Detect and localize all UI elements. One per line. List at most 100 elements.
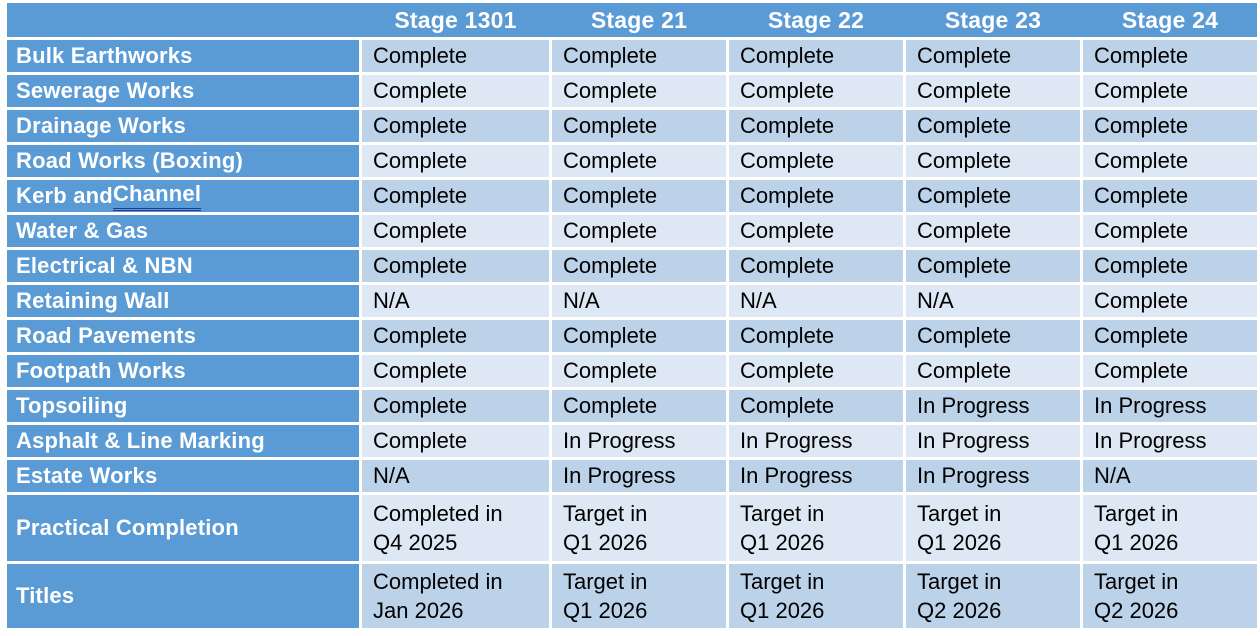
row-label-text: Kerb and xyxy=(16,183,113,208)
status-cell: Complete xyxy=(1083,40,1257,72)
status-cell: Complete xyxy=(552,180,726,212)
status-cell: N/A xyxy=(1083,460,1257,492)
row-label: Drainage Works xyxy=(7,110,359,142)
header-row-background xyxy=(7,3,1257,37)
status-cell: N/A xyxy=(906,285,1080,317)
row-label: Estate Works xyxy=(7,460,359,492)
status-cell: N/A xyxy=(552,285,726,317)
status-cell: Complete xyxy=(906,40,1080,72)
status-cell: Completed in Jan 2026 xyxy=(362,564,549,628)
status-cell: Complete xyxy=(729,110,903,142)
status-cell: Target in Q2 2026 xyxy=(1083,564,1257,628)
row-label: Titles xyxy=(7,564,359,628)
status-cell: N/A xyxy=(729,285,903,317)
row-label: Electrical & NBN xyxy=(7,250,359,282)
status-cell: Complete xyxy=(552,215,726,247)
status-cell: In Progress xyxy=(1083,390,1257,422)
status-cell: Target in Q1 2026 xyxy=(1083,495,1257,561)
status-cell: Complete xyxy=(362,355,549,387)
status-cell: Complete xyxy=(1083,285,1257,317)
row-label: Road Works (Boxing) xyxy=(7,145,359,177)
status-cell: Complete xyxy=(729,250,903,282)
row-label: Footpath Works xyxy=(7,355,359,387)
status-cell: Completed in Q4 2025 xyxy=(362,495,549,561)
row-label: Sewerage Works xyxy=(7,75,359,107)
status-cell: Complete xyxy=(552,145,726,177)
row-label: Road Pavements xyxy=(7,320,359,352)
status-cell: Complete xyxy=(362,75,549,107)
status-cell: Target in Q1 2026 xyxy=(552,495,726,561)
status-cell: Complete xyxy=(362,145,549,177)
row-label: Kerb and Channel xyxy=(7,180,359,212)
status-cell: Complete xyxy=(729,180,903,212)
status-cell: In Progress xyxy=(906,425,1080,457)
status-cell: Complete xyxy=(552,320,726,352)
status-cell: In Progress xyxy=(729,460,903,492)
status-cell: Complete xyxy=(906,145,1080,177)
status-cell: Complete xyxy=(729,40,903,72)
status-cell: Complete xyxy=(1083,250,1257,282)
status-cell: Complete xyxy=(729,215,903,247)
status-cell: Complete xyxy=(1083,110,1257,142)
status-cell: Complete xyxy=(552,40,726,72)
status-cell: Target in Q1 2026 xyxy=(906,495,1080,561)
status-cell: In Progress xyxy=(906,460,1080,492)
row-label: Practical Completion xyxy=(7,495,359,561)
row-label: Retaining Wall xyxy=(7,285,359,317)
status-cell: Complete xyxy=(906,215,1080,247)
status-cell: Complete xyxy=(552,75,726,107)
status-cell: Target in Q2 2026 xyxy=(906,564,1080,628)
status-cell: In Progress xyxy=(906,390,1080,422)
status-cell: Complete xyxy=(1083,75,1257,107)
status-cell: N/A xyxy=(362,285,549,317)
status-cell: Complete xyxy=(1083,320,1257,352)
status-cell: Complete xyxy=(729,355,903,387)
status-cell: Complete xyxy=(552,390,726,422)
status-cell: Complete xyxy=(552,250,726,282)
status-cell: Complete xyxy=(1083,215,1257,247)
stage-status-table: Stage 1301 Stage 21 Stage 22 Stage 23 Stage … xyxy=(7,3,1257,628)
row-label: Asphalt & Line Marking xyxy=(7,425,359,457)
status-cell: In Progress xyxy=(729,425,903,457)
status-cell: Target in Q1 2026 xyxy=(729,495,903,561)
status-cell: Complete xyxy=(362,250,549,282)
status-cell: Complete xyxy=(362,110,549,142)
header-cell-stage: Stage 1301 xyxy=(394,6,517,33)
row-label: Water & Gas xyxy=(7,215,359,247)
status-cell: Complete xyxy=(1083,145,1257,177)
status-cell: Target in Q1 2026 xyxy=(729,564,903,628)
status-cell: Complete xyxy=(906,180,1080,212)
status-cell: Complete xyxy=(362,425,549,457)
status-cell: Complete xyxy=(362,215,549,247)
status-cell: Complete xyxy=(906,110,1080,142)
status-cell: Complete xyxy=(729,320,903,352)
status-cell: Complete xyxy=(729,390,903,422)
status-cell: Complete xyxy=(729,75,903,107)
status-cell: Complete xyxy=(362,180,549,212)
status-cell: Complete xyxy=(362,390,549,422)
status-cell: Complete xyxy=(552,110,726,142)
status-cell: In Progress xyxy=(552,460,726,492)
status-cell: In Progress xyxy=(1083,425,1257,457)
status-cell: Complete xyxy=(552,355,726,387)
status-cell: Target in Q1 2026 xyxy=(552,564,726,628)
status-cell: Complete xyxy=(906,250,1080,282)
status-cell: Complete xyxy=(1083,180,1257,212)
status-cell: Complete xyxy=(362,40,549,72)
status-cell: Complete xyxy=(362,320,549,352)
header-cell-stage: Stage 22 xyxy=(767,6,865,33)
status-cell: Complete xyxy=(906,320,1080,352)
header-cell-stage: Stage 23 xyxy=(944,6,1042,33)
status-cell: Complete xyxy=(906,75,1080,107)
header-cell-stage: Stage 21 xyxy=(590,6,688,33)
row-label: Topsoiling xyxy=(7,390,359,422)
header-cell-empty xyxy=(7,3,359,37)
row-label-underlined-word: Channel xyxy=(112,181,202,211)
header-cell-stage: Stage 24 xyxy=(1121,6,1219,33)
status-cell: Complete xyxy=(729,145,903,177)
status-cell: Complete xyxy=(1083,355,1257,387)
status-cell: N/A xyxy=(362,460,549,492)
status-cell: Complete xyxy=(906,355,1080,387)
row-label: Bulk Earthworks xyxy=(7,40,359,72)
status-cell: In Progress xyxy=(552,425,726,457)
